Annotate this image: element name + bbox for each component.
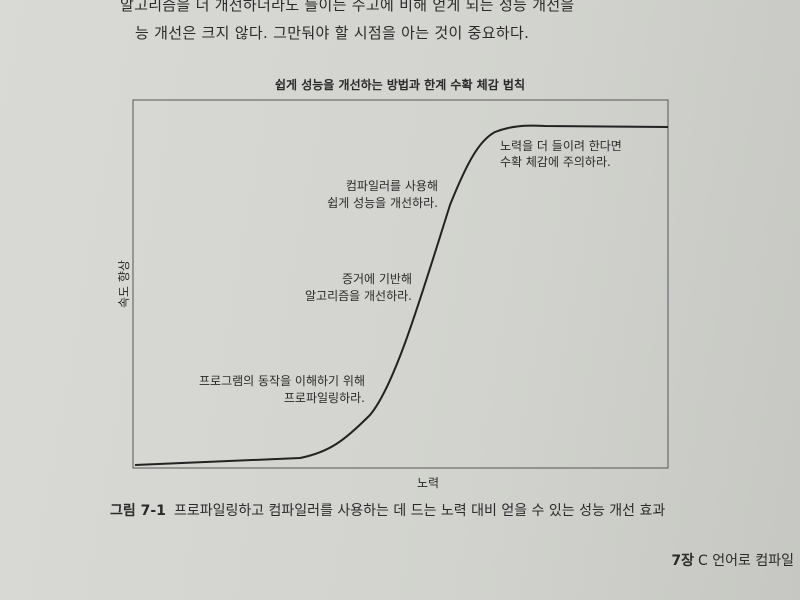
- annotation: 알고리즘을 개선하라.: [305, 289, 412, 303]
- figure-caption: 그림 7-1 프로파일링하고 컴파일러를 사용하는 데 드는 노력 대비 얻을 수…: [110, 500, 665, 520]
- figure-number: 그림 7-1: [110, 503, 166, 519]
- body-text-line: 능 개선은 크지 않다. 그만둬야 할 시점을 아는 것이 중요하다.: [135, 24, 530, 42]
- figure-title: 쉽게 성능을 개선하는 방법과 한계 수확 체감 법칙: [274, 78, 526, 92]
- effort-curve: [134, 124, 669, 466]
- running-footer: 7장 C 언어로 컴파일: [671, 550, 794, 570]
- annotation: 수확 체감에 주의하라.: [500, 155, 611, 169]
- y-axis-label: 속도 향상: [117, 260, 131, 308]
- annotation: 프로그램의 동작을 이해하기 위해: [199, 374, 365, 388]
- annotation: 컴파일러를 사용해: [346, 179, 438, 193]
- plot-frame: [132, 99, 669, 469]
- annotation: 노력을 더 들이려 한다면: [500, 139, 622, 153]
- chapter-title: C 언어로 컴파일: [698, 553, 794, 569]
- annotation: 프로파일링하라.: [284, 391, 365, 405]
- annotation: 쉽게 성능을 개선하라.: [327, 196, 438, 210]
- chapter-number: 7장: [671, 553, 695, 569]
- caption-text: 프로파일링하고 컴파일러를 사용하는 데 드는 노력 대비 얻을 수 있는 성능…: [173, 503, 666, 519]
- annotation: 증거에 기반해: [342, 272, 412, 286]
- x-axis-label: 노력: [417, 476, 439, 490]
- body-text-line: 알고리즘을 더 개선하더라도 들이는 수고에 비해 얻게 되는 성능 개선을: [120, 0, 575, 14]
